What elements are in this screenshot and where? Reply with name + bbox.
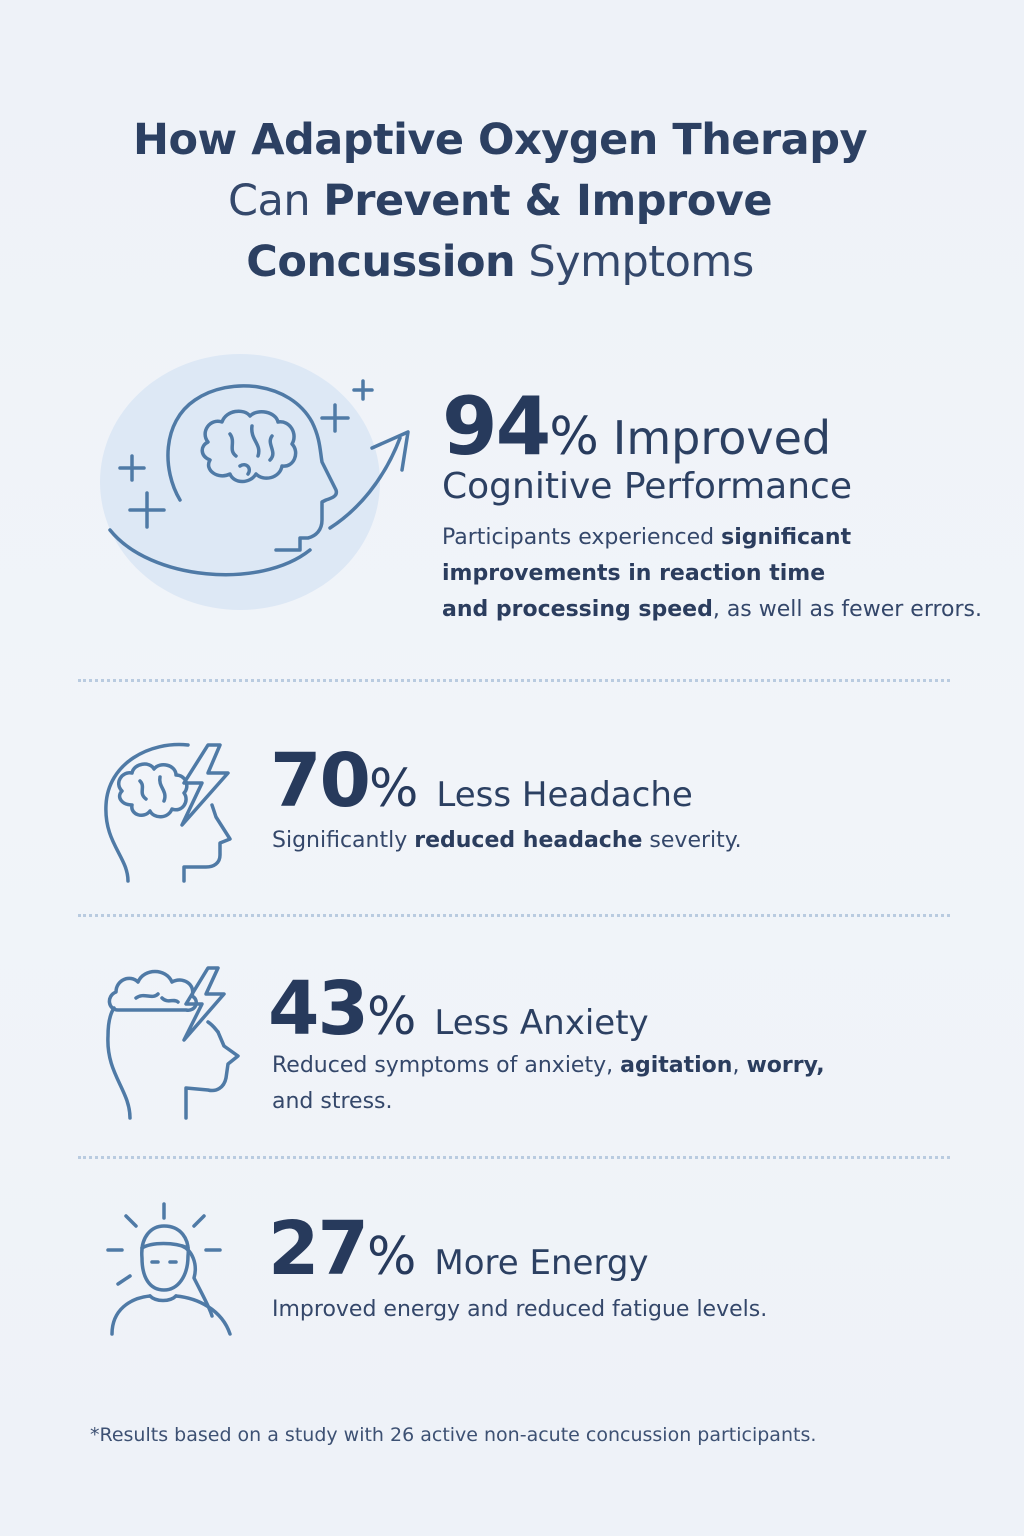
energy-icon: [100, 1198, 240, 1338]
divider: [78, 1156, 950, 1159]
title-line-3: Concussion Symptoms: [0, 232, 1000, 293]
stat-cognitive-subtitle: Cognitive Performance: [442, 466, 852, 507]
desc-text: Significantly: [272, 828, 415, 853]
anxiety-icon: [100, 962, 250, 1122]
page-title: How Adaptive Oxygen Therapy Can Prevent …: [0, 110, 1000, 293]
stat-unit: %: [366, 987, 417, 1047]
desc-bold: worry,: [746, 1053, 825, 1078]
stat-anxiety-description: Reduced symptoms of anxiety, agitation, …: [272, 1048, 952, 1120]
title-line-1: How Adaptive Oxygen Therapy: [132, 115, 868, 165]
footnote: *Results based on a study with 26 active…: [90, 1424, 817, 1446]
desc-text: Reduced symptoms of anxiety,: [272, 1053, 621, 1078]
title-line-2: Can Prevent & Improve: [0, 171, 1000, 232]
stat-cognitive-headline: 94% Improved: [442, 380, 831, 473]
stat-headache-headline: 70% Less Headache: [270, 738, 693, 824]
stat-cognitive-description: Participants experienced significant imp…: [442, 520, 1002, 628]
stat-headache-description: Significantly reduced headache severity.: [272, 823, 972, 859]
desc-text: severity.: [642, 828, 742, 853]
divider: [78, 679, 950, 682]
desc-bold: significant: [721, 525, 852, 550]
desc-text: and stress.: [272, 1089, 393, 1114]
brain-head-arrow-icon: [100, 350, 420, 620]
stat-label: Improved: [612, 411, 832, 465]
desc-bold: agitation: [620, 1053, 733, 1078]
stat-label: Less Headache: [436, 775, 693, 815]
stat-value: 27: [268, 1206, 369, 1292]
stat-energy-headline: 27% More Energy: [268, 1206, 649, 1292]
desc-bold: and processing speed: [442, 597, 713, 622]
stat-unit: %: [366, 1227, 417, 1287]
desc-bold: improvements in reaction time: [442, 561, 826, 586]
title-line-3-bold: Concussion: [246, 237, 516, 287]
desc-text: ,: [732, 1053, 747, 1078]
desc-bold: reduced headache: [414, 828, 643, 853]
desc-text: , as well as fewer errors.: [712, 597, 982, 622]
title-line-2-bold: Prevent & Improve: [323, 176, 772, 226]
stat-label: Less Anxiety: [434, 1003, 649, 1043]
stat-unit: %: [549, 407, 599, 467]
stat-energy-description: Improved energy and reduced fatigue leve…: [272, 1297, 768, 1322]
title-line-3-post: Symptoms: [515, 237, 754, 287]
headache-icon: [100, 735, 240, 885]
stat-anxiety-headline: 43% Less Anxiety: [268, 966, 649, 1052]
stat-value: 94: [442, 380, 551, 473]
stat-label: More Energy: [434, 1243, 649, 1283]
divider: [78, 914, 950, 917]
stat-unit: %: [368, 759, 419, 819]
stat-value: 43: [268, 966, 369, 1052]
desc-text: Participants experienced: [442, 525, 722, 550]
title-line-2-pre: Can: [227, 176, 324, 226]
stat-value: 70: [270, 738, 371, 824]
